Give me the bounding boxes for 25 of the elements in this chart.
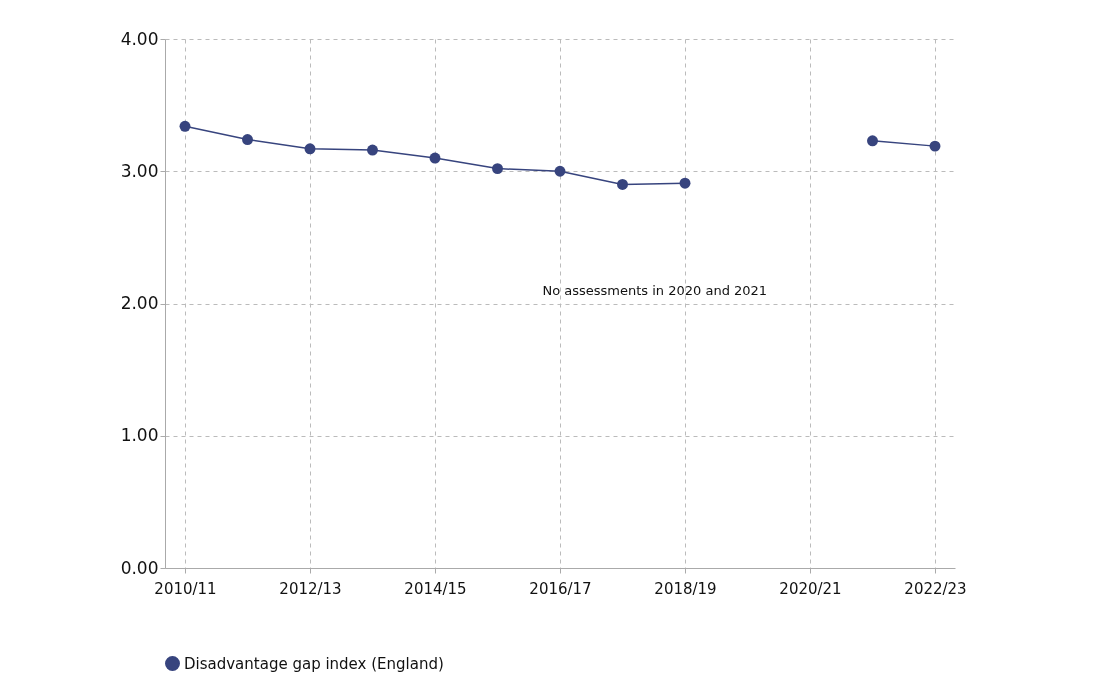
y-tick-label: 4.00 — [120, 28, 159, 49]
y-tick-label: 2.00 — [120, 293, 159, 313]
point — [242, 134, 253, 145]
annotation: No assessments in 2020 and 2021 — [542, 283, 768, 299]
point — [367, 144, 378, 156]
x-tick-label: 2020/21 — [779, 579, 842, 598]
x-tick-label: 2022/23 — [904, 579, 967, 598]
point — [554, 165, 566, 177]
y-tick-label: 0.00 — [120, 557, 159, 578]
x-tick-label: 2014/15 — [404, 579, 467, 598]
y-tick-label: 3.00 — [120, 160, 159, 181]
x-tick-label: 2018/19 — [654, 579, 717, 598]
point — [429, 152, 441, 164]
x-tick-label: 2012/13 — [279, 579, 342, 598]
point — [304, 143, 316, 155]
point — [179, 120, 191, 132]
point — [617, 179, 628, 190]
y-tick-label: 1.00 — [120, 425, 159, 446]
point — [492, 163, 503, 175]
x-tick-label: 2016/17 — [529, 579, 592, 598]
point — [679, 177, 691, 189]
point — [867, 135, 878, 147]
x-tick-label: 2010/11 — [154, 579, 217, 598]
point — [929, 140, 941, 152]
legend-label: Disadvantage gap index (England) — [184, 654, 444, 673]
